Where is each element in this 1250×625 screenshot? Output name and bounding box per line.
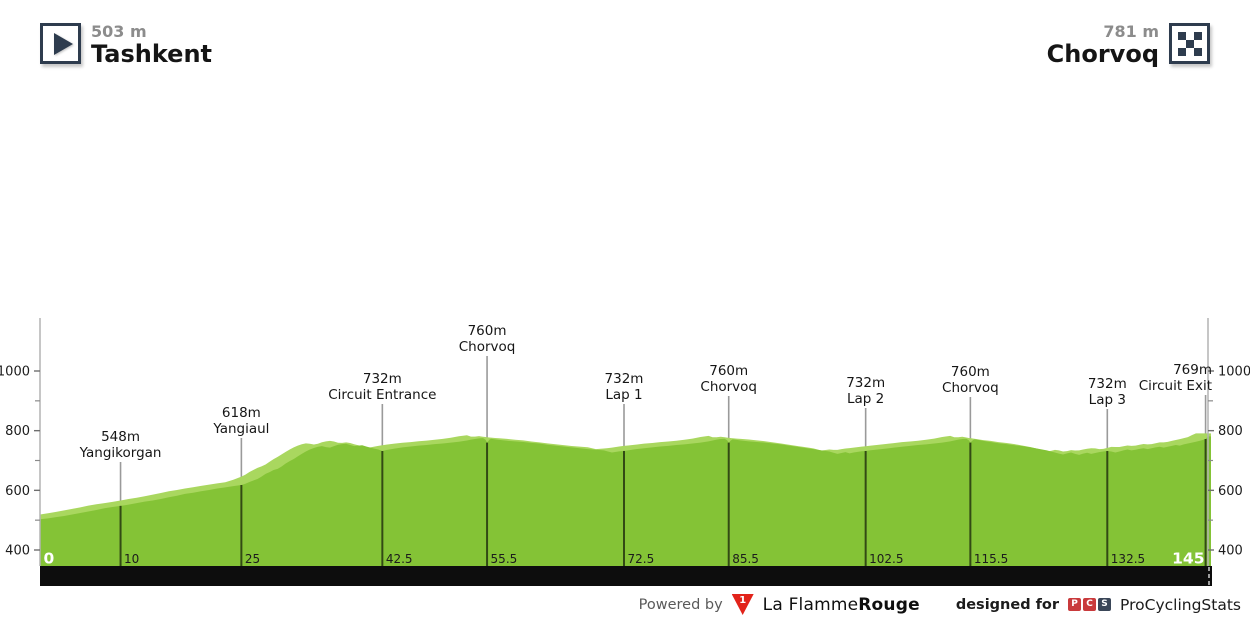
waypoint-name-label: Chorvoq bbox=[459, 339, 516, 355]
y-tick-label: 1000 bbox=[0, 365, 30, 380]
x-tick-label: 42.5 bbox=[386, 552, 413, 566]
start-location: Tashkent bbox=[91, 40, 212, 68]
x-tick-label: 85.5 bbox=[732, 552, 759, 566]
start-header: 503 m Tashkent bbox=[40, 23, 212, 67]
x-tick-label: 10 bbox=[124, 552, 139, 566]
y-tick-label: 800 bbox=[1218, 424, 1243, 439]
waypoint-elevation-label: 732m bbox=[605, 371, 644, 387]
start-elevation: 503 m bbox=[91, 22, 147, 41]
waypoint-name-label: Yangiaul bbox=[212, 421, 269, 437]
footer-credits: Powered by 1 La FlammeRouge designed for… bbox=[0, 594, 1241, 615]
finish-checkered-flag-icon bbox=[1169, 23, 1210, 64]
lfr-badge-number: 1 bbox=[739, 595, 747, 606]
la-flamme-rouge-wordmark[interactable]: La FlammeRouge bbox=[762, 594, 920, 615]
waypoint-name-label: Circuit Exit bbox=[1139, 378, 1212, 394]
baseline-bar bbox=[40, 566, 1212, 586]
waypoint-elevation-label: 548m bbox=[101, 429, 140, 445]
waypoint-name-label: Lap 2 bbox=[847, 391, 884, 407]
waypoint-elevation-label: 769m bbox=[1173, 362, 1212, 378]
start-flag-icon bbox=[40, 23, 81, 64]
waypoint-elevation-label: 732m bbox=[846, 375, 885, 391]
waypoint-name-label: Lap 3 bbox=[1089, 392, 1126, 408]
y-tick-label: 400 bbox=[5, 544, 30, 559]
finish-info: 781 m Chorvoq bbox=[1046, 22, 1159, 68]
x-tick-label: 132.5 bbox=[1111, 552, 1145, 566]
waypoint-name-label: Circuit Entrance bbox=[328, 387, 436, 403]
finish-location: Chorvoq bbox=[1046, 40, 1159, 68]
designed-for-label: designed for bbox=[955, 596, 1060, 613]
x-endpoint-label: 0 bbox=[44, 550, 55, 568]
y-tick-label: 400 bbox=[1218, 544, 1243, 559]
start-info: 503 m Tashkent bbox=[91, 22, 212, 68]
checkerboard-icon bbox=[1177, 31, 1202, 56]
play-triangle-icon bbox=[53, 32, 73, 55]
y-tick-label: 600 bbox=[5, 484, 30, 499]
x-endpoint-label: 145 bbox=[1172, 550, 1204, 568]
waypoint-name-label: Lap 1 bbox=[605, 387, 642, 403]
waypoint-elevation-label: 732m bbox=[363, 371, 402, 387]
waypoint-name-label: Yangikorgan bbox=[79, 445, 162, 461]
waypoint-elevation-label: 760m bbox=[709, 363, 748, 379]
procyclingstats-wordmark[interactable]: ProCyclingStats bbox=[1120, 595, 1241, 614]
waypoint-elevation-label: 760m bbox=[468, 323, 507, 339]
waypoint-name-label: Chorvoq bbox=[942, 380, 999, 396]
x-tick-label: 25 bbox=[245, 552, 260, 566]
powered-by-label: Powered by bbox=[638, 596, 723, 613]
waypoint-name-label: Chorvoq bbox=[700, 379, 757, 395]
procyclingstats-icon: P C S bbox=[1068, 598, 1112, 611]
waypoint-elevation-label: 618m bbox=[222, 405, 261, 421]
la-flamme-rouge-icon: 1 bbox=[731, 594, 754, 615]
waypoint-elevation-label: 760m bbox=[951, 364, 990, 380]
x-tick-label: 102.5 bbox=[869, 552, 903, 566]
x-tick-label: 72.5 bbox=[628, 552, 655, 566]
x-tick-label: 115.5 bbox=[974, 552, 1008, 566]
finish-header: 781 m Chorvoq bbox=[1047, 23, 1210, 67]
waypoint-elevation-label: 732m bbox=[1088, 376, 1127, 392]
y-tick-label: 1000 bbox=[1218, 365, 1250, 380]
x-tick-label: 55.5 bbox=[491, 552, 518, 566]
y-tick-label: 800 bbox=[5, 424, 30, 439]
finish-elevation: 781 m bbox=[1103, 22, 1159, 41]
elevation-profile-area bbox=[40, 436, 1211, 566]
y-tick-label: 600 bbox=[1218, 484, 1243, 499]
